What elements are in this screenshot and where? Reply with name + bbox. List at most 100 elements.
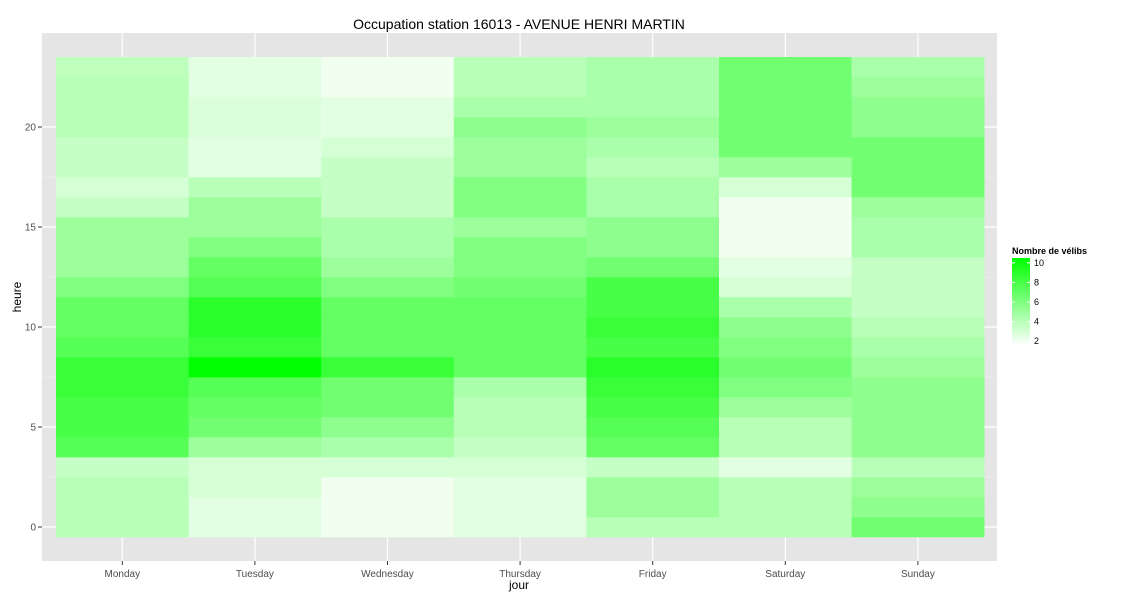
color-legend: Nombre de vélibs 2 4 6 8 10	[1012, 246, 1087, 346]
heatmap-tile	[586, 457, 720, 478]
heatmap-tile	[321, 157, 455, 178]
heatmap-tile	[719, 357, 852, 378]
heatmap-tile	[56, 357, 189, 378]
heatmap-tile	[851, 397, 985, 418]
legend-tick-label: 8	[1034, 277, 1039, 287]
heatmap-tile	[56, 377, 189, 398]
heatmap-tile	[321, 177, 455, 198]
heatmap-tile	[851, 297, 985, 318]
heatmap-tile	[719, 457, 852, 478]
heatmap-tile	[321, 337, 455, 358]
heatmap-tiles	[56, 57, 985, 538]
heatmap-tile	[851, 237, 985, 258]
heatmap-tile	[321, 237, 455, 258]
x-tick-label: Thursday	[499, 569, 541, 580]
heatmap-tile	[188, 457, 322, 478]
heatmap-tile	[851, 477, 985, 498]
heatmap-tile	[188, 77, 322, 98]
heatmap-tile	[453, 157, 587, 178]
y-axis-title: heure	[10, 281, 24, 312]
heatmap-tile	[56, 197, 189, 218]
heatmap-tile	[719, 517, 852, 538]
heatmap-tile	[321, 297, 455, 318]
heatmap-tile	[586, 217, 720, 238]
heatmap-tile	[719, 137, 852, 158]
heatmap-tile	[321, 417, 455, 438]
heatmap-tile	[586, 77, 720, 98]
heatmap-tile	[851, 177, 985, 198]
heatmap-tile	[453, 137, 587, 158]
heatmap-tile	[586, 277, 720, 298]
heatmap-tile	[719, 297, 852, 318]
x-tick-label: Tuesday	[236, 569, 274, 580]
heatmap-tile	[56, 497, 189, 518]
heatmap-tile	[719, 97, 852, 118]
heatmap-tile	[321, 97, 455, 118]
heatmap-tile	[188, 357, 322, 378]
y-tick-label: 20	[25, 123, 37, 134]
heatmap-tile	[851, 137, 985, 158]
heatmap-tile	[321, 277, 455, 298]
x-tick-label: Friday	[639, 569, 667, 580]
heatmap-tile	[188, 177, 322, 198]
heatmap-tile	[188, 157, 322, 178]
heatmap-tile	[719, 397, 852, 418]
heatmap-tile	[188, 437, 322, 458]
heatmap-tile	[188, 517, 322, 538]
heatmap-tile	[321, 217, 455, 238]
heatmap-tile	[321, 257, 455, 278]
heatmap-tile	[586, 97, 720, 118]
y-tick-label: 0	[30, 523, 36, 534]
heatmap-tile	[188, 97, 322, 118]
heatmap-tile	[453, 217, 587, 238]
heatmap-tile	[56, 397, 189, 418]
heatmap-tile	[56, 97, 189, 118]
heatmap-tile	[586, 517, 720, 538]
heatmap-tile	[851, 417, 985, 438]
heatmap-tile	[453, 97, 587, 118]
y-tick-label: 15	[25, 223, 37, 234]
heatmap-tile	[56, 437, 189, 458]
heatmap-tile	[188, 417, 322, 438]
heatmap-tile	[453, 117, 587, 138]
heatmap-tile	[586, 397, 720, 418]
heatmap-tile	[56, 517, 189, 538]
heatmap-tile	[56, 477, 189, 498]
heatmap-tile	[586, 157, 720, 178]
heatmap-tile	[719, 337, 852, 358]
heatmap-tile	[321, 77, 455, 98]
heatmap-tile	[453, 477, 587, 498]
heatmap-tile	[56, 457, 189, 478]
heatmap-tile	[453, 237, 587, 258]
x-tick-label: Sunday	[901, 569, 935, 580]
heatmap-tile	[586, 357, 720, 378]
x-tick-label: Monday	[105, 569, 141, 580]
heatmap-tile	[453, 197, 587, 218]
x-tick-label: Wednesday	[361, 569, 414, 580]
heatmap-tile	[188, 137, 322, 158]
heatmap-tile	[719, 177, 852, 198]
heatmap-tile	[719, 477, 852, 498]
heatmap-tile	[719, 57, 852, 78]
heatmap-tile	[321, 117, 455, 138]
heatmap-tile	[188, 237, 322, 258]
heatmap-tile	[56, 297, 189, 318]
heatmap-tile	[851, 217, 985, 238]
heatmap-tile	[321, 497, 455, 518]
heatmap-tile	[586, 437, 720, 458]
heatmap-tile	[586, 57, 720, 78]
heatmap-tile	[188, 317, 322, 338]
heatmap-tile	[188, 197, 322, 218]
heatmap-tile	[719, 277, 852, 298]
legend-tick-label: 10	[1034, 258, 1044, 268]
heatmap-tile	[453, 317, 587, 338]
heatmap-tile	[851, 357, 985, 378]
heatmap-tile	[851, 77, 985, 98]
heatmap-tile	[586, 337, 720, 358]
heatmap-tile	[188, 397, 322, 418]
x-axis: Monday Tuesday Wednesday Thursday Friday Satu…	[105, 561, 935, 580]
heatmap-tile	[719, 117, 852, 138]
heatmap-tile	[851, 277, 985, 298]
legend-tick-label: 4	[1034, 317, 1039, 327]
